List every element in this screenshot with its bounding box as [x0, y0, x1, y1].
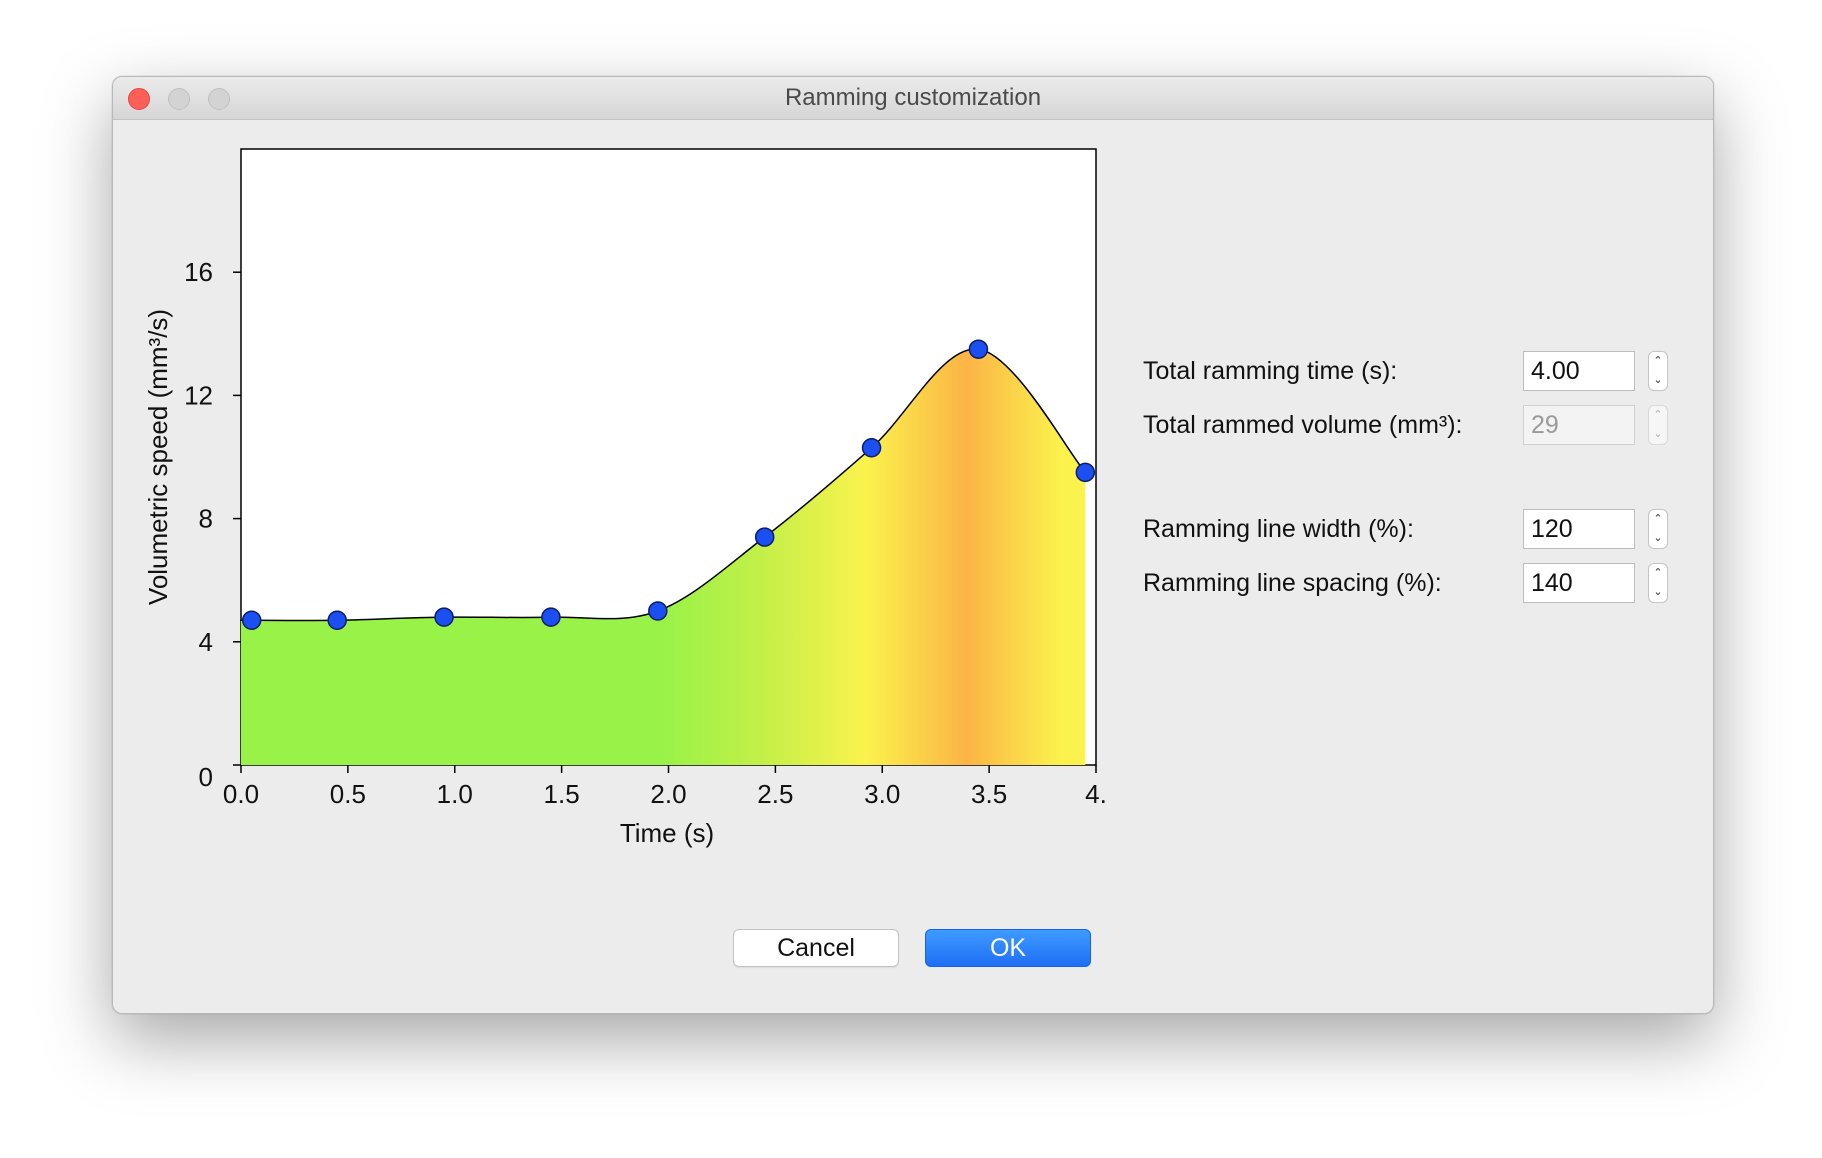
window-title: Ramming customization [784, 84, 1042, 111]
chevron-down-icon[interactable]: ⌄ [1653, 374, 1663, 386]
x-axis: 0.0 0.5 1.0 1.5 2.0 2.5 3.0 3.5 4. [223, 765, 1107, 809]
ramming-time-stepper[interactable]: ⌃ ⌄ [1648, 351, 1668, 391]
zoom-icon[interactable] [208, 88, 230, 110]
y-tick-label: 8 [199, 504, 213, 534]
x-tick-label: 1.5 [544, 779, 580, 809]
minimize-icon[interactable] [168, 88, 190, 110]
chevron-up-icon[interactable]: ⌃ [1653, 355, 1663, 367]
y-tick-label: 12 [184, 380, 213, 410]
chevron-down-icon[interactable]: ⌄ [1653, 586, 1663, 598]
x-tick-label: 4. [1085, 779, 1107, 809]
data-point[interactable] [754, 527, 775, 547]
data-point[interactable] [434, 607, 454, 627]
title-bar: Ramming customization [113, 77, 1713, 120]
x-tick-label: 3.5 [971, 779, 1007, 809]
y-axis: 0 4 8 12 16 [184, 257, 241, 792]
line-spacing-label: Ramming line spacing (%): [1143, 569, 1442, 597]
data-point[interactable] [327, 610, 347, 630]
ok-button[interactable]: OK [925, 929, 1091, 967]
line-width-stepper[interactable]: ⌃ ⌄ [1648, 509, 1668, 549]
data-point[interactable] [861, 438, 882, 458]
chevron-down-icon[interactable]: ⌄ [1653, 532, 1663, 544]
line-spacing-input[interactable]: 140 [1523, 563, 1635, 603]
data-point[interactable] [648, 601, 668, 621]
y-axis-label: Volumetric speed (mm³/s) [143, 309, 173, 605]
y-tick-label: 4 [199, 627, 213, 657]
x-tick-label: 3.0 [864, 779, 900, 809]
data-point[interactable] [541, 607, 561, 627]
x-tick-label: 2.0 [650, 779, 686, 809]
y-tick-label: 0 [199, 762, 213, 792]
line-spacing-stepper[interactable]: ⌃ ⌄ [1648, 563, 1668, 603]
data-point[interactable] [1075, 462, 1096, 483]
x-tick-label: 0.5 [330, 779, 366, 809]
data-points[interactable] [241, 339, 1096, 630]
data-point[interactable] [968, 339, 989, 359]
rammed-volume-input: 29 [1523, 405, 1635, 445]
line-width-label: Ramming line width (%): [1143, 515, 1414, 543]
cancel-button[interactable]: Cancel [733, 929, 899, 967]
chevron-down-icon: ⌄ [1653, 428, 1663, 440]
data-point[interactable] [241, 610, 262, 630]
x-tick-label: 2.5 [757, 779, 793, 809]
x-tick-label: 0.0 [223, 779, 259, 809]
x-axis-label: Time (s) [620, 818, 714, 848]
chevron-up-icon[interactable]: ⌃ [1653, 567, 1663, 579]
chevron-up-icon[interactable]: ⌃ [1653, 513, 1663, 525]
chevron-up-icon: ⌃ [1653, 409, 1663, 421]
line-width-input[interactable]: 120 [1523, 509, 1635, 549]
ramming-time-label: Total ramming time (s): [1143, 357, 1398, 385]
rammed-volume-label: Total rammed volume (mm³): [1143, 411, 1463, 439]
rammed-volume-stepper: ⌃ ⌄ [1648, 405, 1668, 445]
ramming-chart[interactable]: 0 4 8 12 16 0.0 0.5 1.0 1.5 2.0 2.5 3.0 3.5 4. Time … [113, 77, 1213, 877]
x-tick-label: 1.0 [437, 779, 473, 809]
close-icon[interactable] [128, 88, 150, 110]
ramming-dialog: Ramming customization 0 4 8 12 16 0.0 0.5 1.0 1… [112, 76, 1714, 1014]
ramming-time-input[interactable]: 4.00 [1523, 351, 1635, 391]
y-tick-label: 16 [184, 257, 213, 287]
